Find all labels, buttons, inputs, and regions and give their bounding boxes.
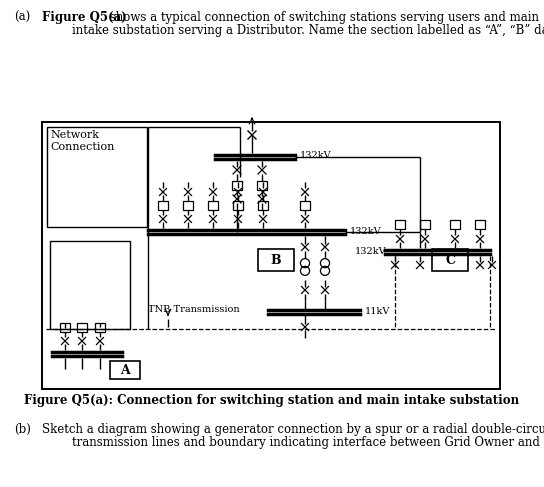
Bar — [232, 181, 242, 190]
Bar — [158, 201, 168, 210]
Bar — [110, 361, 140, 379]
Text: 132kV: 132kV — [300, 151, 332, 161]
Text: 11kV: 11kV — [365, 306, 391, 316]
Bar — [420, 220, 430, 229]
Text: (b): (b) — [14, 423, 31, 436]
Bar — [300, 201, 310, 210]
Bar — [257, 181, 267, 190]
Text: Network
Connection: Network Connection — [50, 130, 114, 151]
Bar — [60, 323, 70, 332]
Bar — [258, 249, 294, 271]
Text: intake substation serving a Distributor. Name the section labelled as “A”, “B” d: intake substation serving a Distributor.… — [42, 24, 544, 37]
Bar — [183, 201, 193, 210]
Text: Figure Q5(a): Figure Q5(a) — [42, 11, 127, 24]
Bar — [432, 249, 468, 271]
Bar — [95, 323, 105, 332]
Bar — [42, 122, 500, 389]
Bar — [47, 127, 147, 227]
Text: transmission lines and boundary indicating interface between Grid Owner and the : transmission lines and boundary indicati… — [42, 436, 544, 449]
Bar — [50, 241, 130, 329]
Text: A: A — [120, 363, 130, 376]
Bar — [208, 201, 218, 210]
Bar — [258, 201, 268, 210]
Text: C: C — [445, 254, 455, 266]
Text: 132kV: 132kV — [350, 226, 382, 236]
Bar — [77, 323, 87, 332]
Bar — [475, 220, 485, 229]
Bar — [450, 220, 460, 229]
Text: Sketch a diagram showing a generator connection by a spur or a radial double-cir: Sketch a diagram showing a generator con… — [42, 423, 544, 436]
Text: shows a typical connection of switching stations serving users and main: shows a typical connection of switching … — [106, 11, 539, 24]
Text: B: B — [271, 254, 281, 266]
Text: (a): (a) — [14, 11, 30, 24]
Bar — [395, 220, 405, 229]
Text: 132kV: 132kV — [355, 246, 387, 256]
Bar — [233, 201, 243, 210]
Text: TNB Transmission: TNB Transmission — [148, 304, 239, 314]
Text: Figure Q5(a): Connection for switching station and main intake substation: Figure Q5(a): Connection for switching s… — [24, 394, 520, 407]
